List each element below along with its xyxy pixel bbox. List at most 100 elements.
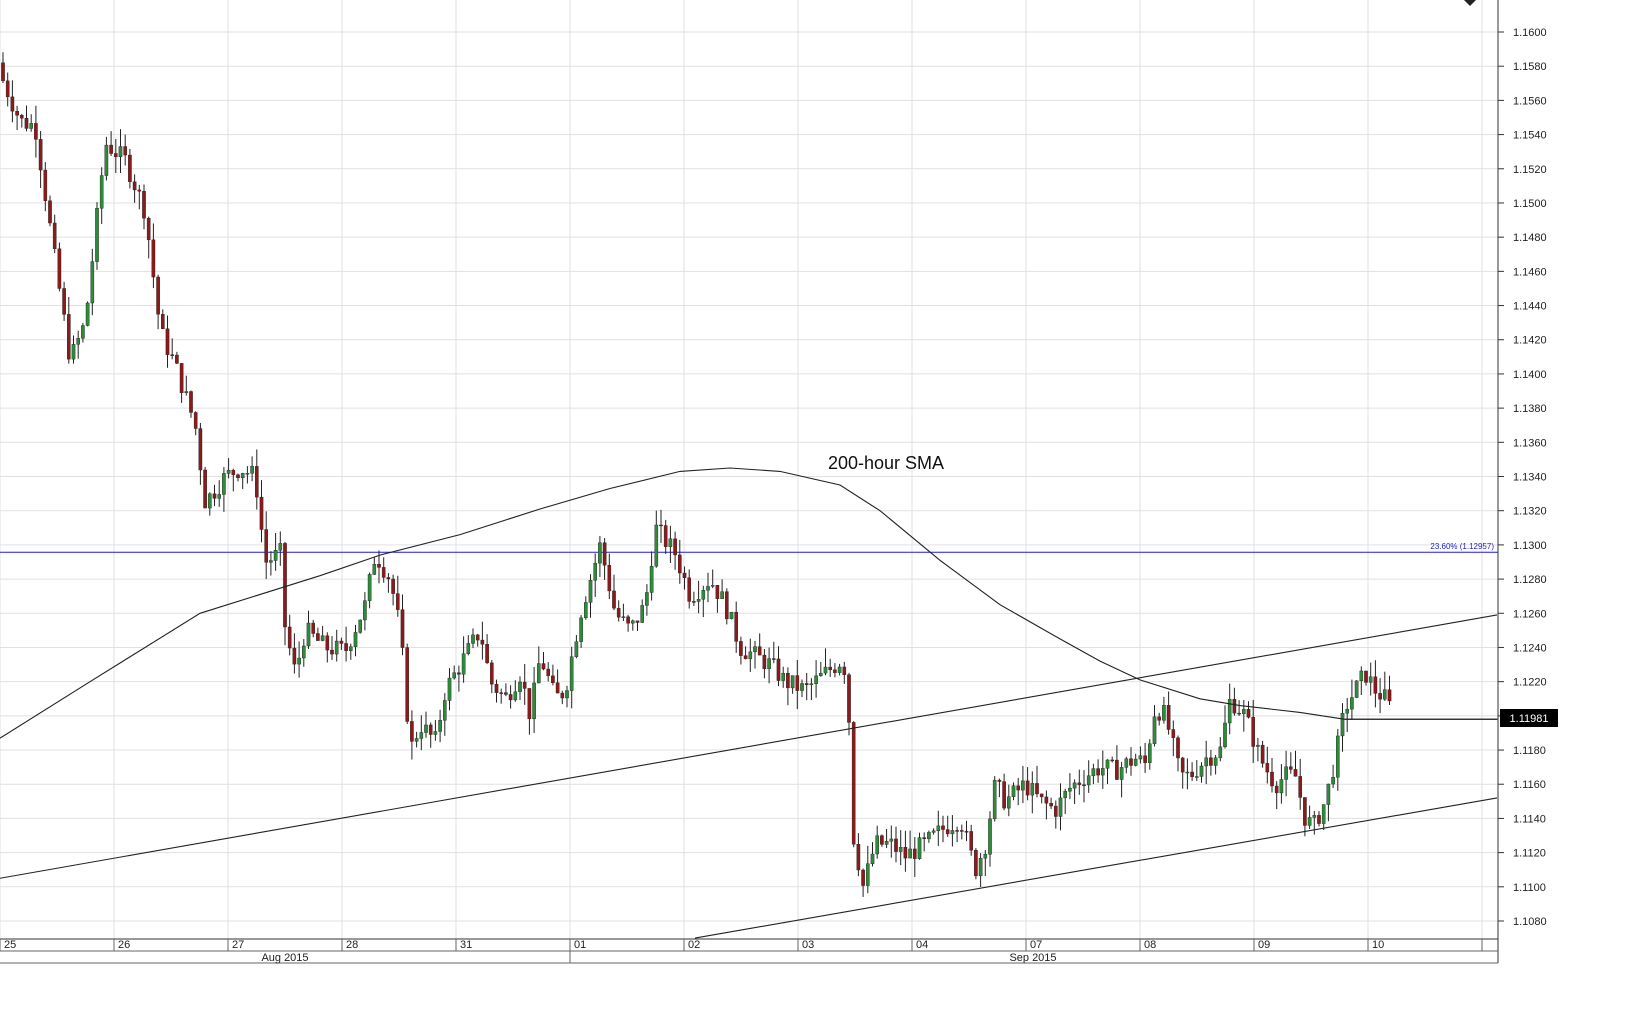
x-axis-ticks: 25 26 27 28 31 01 02 03 04 07 08 09 10 Aug 2015 Sep 20… bbox=[0, 939, 1483, 964]
candle-up bbox=[640, 605, 644, 623]
candle-down bbox=[612, 590, 616, 609]
candle-down bbox=[974, 850, 978, 877]
x-tick-label: 26 bbox=[118, 939, 130, 951]
candle-up bbox=[1133, 758, 1138, 766]
candle-down bbox=[1232, 698, 1237, 714]
candle-up bbox=[866, 863, 870, 886]
candle-down bbox=[673, 538, 677, 556]
candle-up bbox=[631, 620, 635, 624]
candle-down bbox=[344, 643, 348, 651]
candle-up bbox=[1105, 759, 1110, 769]
candle-up bbox=[1354, 680, 1359, 698]
candle-down bbox=[635, 620, 640, 623]
candle-down bbox=[1190, 771, 1194, 777]
candle-up bbox=[649, 565, 654, 593]
candle-up bbox=[1058, 797, 1063, 817]
candle-down bbox=[62, 288, 66, 315]
candle-up bbox=[1279, 779, 1284, 794]
candle-down bbox=[913, 848, 917, 859]
candle-down bbox=[189, 391, 193, 413]
candle-down bbox=[1364, 670, 1368, 683]
candle-up bbox=[95, 208, 99, 262]
candle-up bbox=[1204, 757, 1208, 767]
candle-down bbox=[193, 412, 198, 429]
y-tick-label: 1.1220 bbox=[1513, 677, 1547, 689]
candle-up bbox=[593, 562, 597, 581]
candle-up bbox=[29, 123, 34, 129]
candle-down bbox=[1237, 712, 1241, 715]
candle-down bbox=[743, 655, 748, 660]
candle-down bbox=[1049, 802, 1053, 807]
candle-down bbox=[264, 529, 269, 563]
candle-down bbox=[1288, 766, 1293, 770]
candle-down bbox=[757, 646, 762, 656]
candle-down bbox=[1176, 737, 1180, 759]
candle-up bbox=[875, 835, 879, 855]
candle-up bbox=[513, 691, 518, 701]
candle-down bbox=[231, 469, 236, 476]
candle-up bbox=[753, 646, 757, 653]
candle-up bbox=[1138, 755, 1143, 760]
x-tick-label: 04 bbox=[916, 939, 928, 951]
candle-down bbox=[715, 585, 720, 599]
y-tick-label: 1.1080 bbox=[1513, 916, 1547, 928]
candle-up bbox=[443, 700, 447, 721]
candle-up bbox=[278, 543, 283, 551]
candle-down bbox=[490, 662, 494, 685]
candle-up bbox=[950, 830, 955, 835]
candle-down bbox=[1, 62, 5, 82]
candle-down bbox=[894, 838, 898, 852]
candle-down bbox=[1077, 782, 1082, 785]
candle-down bbox=[1002, 781, 1006, 809]
candle-down bbox=[1270, 771, 1274, 787]
candle-up bbox=[1335, 735, 1340, 778]
candle-up bbox=[781, 672, 785, 681]
candle-down bbox=[480, 639, 485, 645]
candle-down bbox=[287, 626, 292, 649]
y-tick-label: 1.1400 bbox=[1513, 369, 1547, 381]
candle-up bbox=[1199, 765, 1204, 777]
candle-down bbox=[212, 493, 217, 499]
month-label: Aug 2015 bbox=[261, 952, 308, 964]
candle-up bbox=[104, 144, 109, 176]
candle-up bbox=[85, 302, 90, 326]
candle-up bbox=[1321, 804, 1326, 824]
candle-up bbox=[99, 175, 104, 209]
candle-down bbox=[391, 578, 395, 594]
candle-up bbox=[748, 651, 753, 660]
candle-up bbox=[1091, 768, 1096, 776]
candle-up bbox=[819, 672, 823, 677]
candle-up bbox=[419, 732, 424, 739]
candle-up bbox=[645, 592, 649, 606]
y-tick-label: 1.1340 bbox=[1513, 472, 1547, 484]
y-tick-label: 1.1420 bbox=[1513, 335, 1547, 347]
candle-up bbox=[654, 524, 659, 567]
candle-down bbox=[725, 591, 729, 620]
candle-down bbox=[616, 607, 621, 618]
candle-down bbox=[551, 675, 555, 683]
candle-down bbox=[15, 110, 19, 116]
candle-down bbox=[560, 692, 565, 699]
candle-up bbox=[767, 658, 771, 669]
candle-down bbox=[692, 601, 696, 603]
candle-up bbox=[358, 619, 363, 633]
candle-down bbox=[508, 694, 513, 701]
candle-up bbox=[76, 338, 80, 345]
candle-down bbox=[969, 831, 973, 851]
candle-up bbox=[696, 599, 701, 602]
candle-up bbox=[1359, 670, 1364, 682]
candle-down bbox=[804, 683, 809, 686]
x-tick-label: 03 bbox=[802, 939, 814, 951]
candle-up bbox=[372, 564, 377, 575]
candle-up bbox=[1011, 785, 1016, 797]
candle-down bbox=[137, 189, 142, 192]
y-tick-label: 1.1600 bbox=[1513, 27, 1547, 39]
last-price-badge bbox=[1500, 709, 1558, 727]
candle-down bbox=[283, 543, 287, 628]
candle-down bbox=[34, 123, 38, 140]
y-tick-label: 1.1440 bbox=[1513, 301, 1547, 313]
candle-down bbox=[5, 80, 10, 98]
candle-up bbox=[217, 494, 222, 499]
candle-down bbox=[175, 354, 179, 364]
y-tick-label: 1.1560 bbox=[1513, 95, 1547, 107]
